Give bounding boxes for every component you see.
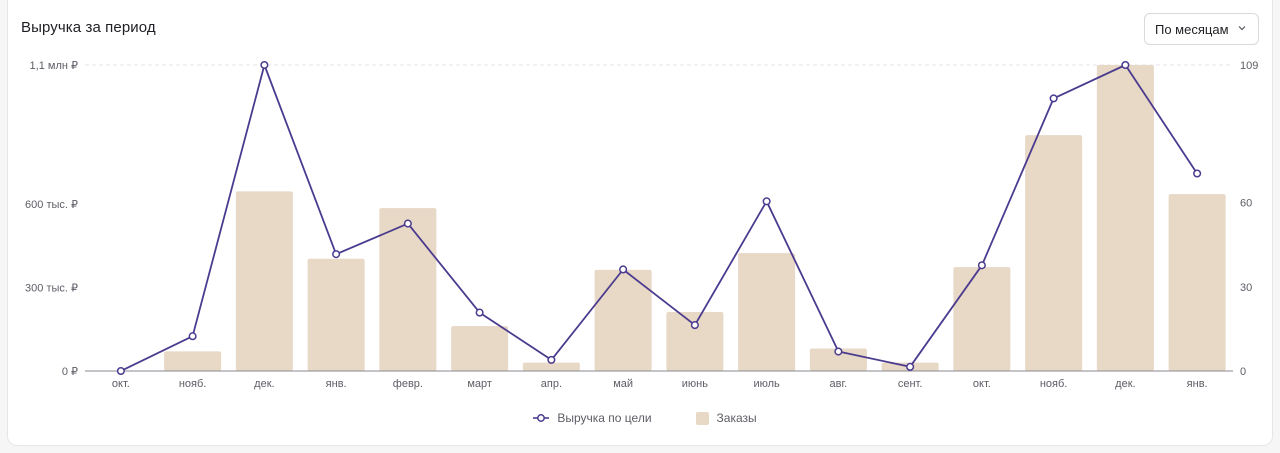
- point-revenue-окт.: [977, 261, 986, 270]
- line-series-icon: [533, 414, 550, 422]
- x-tick-label: март: [467, 378, 492, 390]
- x-tick-label: май: [613, 378, 633, 390]
- y-left-tick-label: 300 тыс. ₽: [25, 283, 78, 295]
- x-tick-label: дек.: [1115, 378, 1135, 390]
- legend-item-revenue[interactable]: Выручка по цели: [533, 411, 652, 425]
- legend-label-revenue: Выручка по цели: [557, 411, 652, 425]
- point-revenue-авг.: [834, 347, 843, 356]
- y-right-tick-label: 109: [1240, 60, 1258, 72]
- y-right-tick-label: 0: [1240, 366, 1246, 378]
- bar-orders-дек.: [235, 191, 293, 371]
- bar-orders-дек.: [1096, 65, 1154, 371]
- legend-item-orders[interactable]: Заказы: [695, 411, 757, 425]
- x-tick-label: нояб.: [1040, 378, 1068, 390]
- point-revenue-июнь: [690, 321, 699, 330]
- chart-legend: Выручка по цели Заказы: [0, 411, 1280, 425]
- x-tick-label: авг.: [830, 378, 848, 390]
- bar-series-swatch: [695, 411, 709, 425]
- x-tick-label: февр.: [393, 378, 423, 390]
- x-tick-label: апр.: [541, 378, 562, 390]
- point-revenue-дек.: [260, 60, 269, 70]
- period-dropdown-value: По месяцам: [1155, 21, 1229, 37]
- point-revenue-февр.: [403, 219, 412, 228]
- bar-orders-нояб.: [1025, 135, 1083, 371]
- point-revenue-нояб.: [1049, 94, 1058, 103]
- point-revenue-дек.: [1121, 60, 1130, 70]
- point-revenue-июль: [762, 197, 771, 206]
- x-tick-label: янв.: [326, 378, 347, 390]
- point-revenue-март: [475, 308, 484, 317]
- bar-orders-февр.: [379, 208, 437, 371]
- line-revenue: [120, 64, 1198, 372]
- x-tick-label: июль: [753, 378, 780, 390]
- bar-orders-июль: [738, 253, 796, 371]
- x-tick-label: сент.: [898, 378, 923, 390]
- point-revenue-май: [619, 265, 628, 274]
- bar-orders-янв.: [307, 258, 365, 371]
- legend-label-orders: Заказы: [716, 411, 757, 425]
- point-revenue-апр.: [547, 355, 556, 364]
- x-tick-label: янв.: [1187, 378, 1208, 390]
- y-left-tick-label: 0 ₽: [62, 366, 78, 378]
- x-tick-label: окт.: [112, 378, 130, 390]
- card-title: Выручка за период: [21, 19, 156, 36]
- x-tick-label: окт.: [973, 378, 991, 390]
- chevron-down-icon: [1238, 26, 1246, 31]
- x-tick-label: дек.: [254, 378, 274, 390]
- bar-orders-янв.: [1168, 194, 1226, 371]
- bar-orders-апр.: [522, 362, 580, 371]
- point-revenue-сент.: [906, 362, 915, 371]
- bar-orders-июнь: [666, 312, 724, 371]
- bar-orders-окт.: [953, 267, 1011, 371]
- bar-orders-май: [594, 269, 652, 371]
- point-revenue-окт.: [116, 366, 125, 376]
- period-dropdown[interactable]: По месяцам: [1144, 13, 1259, 45]
- point-revenue-нояб.: [188, 332, 197, 341]
- x-tick-label: нояб.: [179, 378, 207, 390]
- y-right-tick-label: 30: [1240, 282, 1252, 294]
- bar-orders-нояб.: [164, 351, 222, 371]
- bar-orders-март: [451, 326, 509, 371]
- y-left-tick-label: 600 тыс. ₽: [25, 199, 78, 211]
- y-left-tick-label: 1,1 млн ₽: [30, 60, 78, 72]
- point-revenue-янв.: [1193, 169, 1202, 178]
- x-tick-label: июнь: [682, 378, 708, 390]
- y-right-tick-label: 60: [1240, 198, 1252, 210]
- point-revenue-янв.: [332, 250, 341, 259]
